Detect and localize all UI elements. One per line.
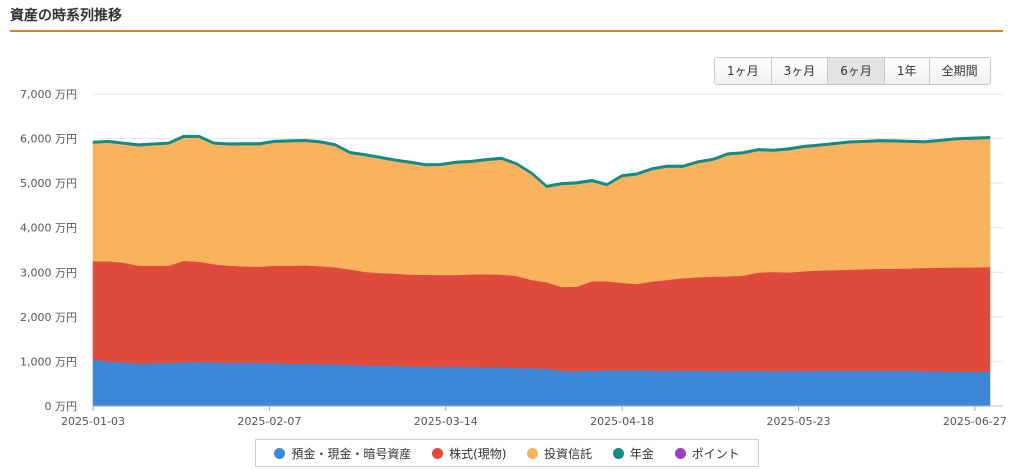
- stacked-area-chart: 0 万円 1,000 万円 2,000 万円 3,000 万円 4,000 万円 5,00…: [20, 88, 1007, 428]
- y-tick-label: 7,000 万円: [20, 88, 77, 101]
- x-tick-label: 2025-04-18: [590, 415, 654, 428]
- x-axis: 2025-01-03 2025-02-07 2025-03-14 2025-04-18…: [61, 405, 1007, 428]
- legend-dot-stocks: [432, 447, 444, 459]
- x-tick-label: 2025-05-23: [767, 415, 831, 428]
- legend-item-deposits[interactable]: 預金・現金・暗号資産: [274, 445, 411, 462]
- total-outline: [92, 134, 991, 188]
- chart-legend: 預金・現金・暗号資産 株式(現物) 投資信託 年金 ポイント: [255, 439, 759, 467]
- legend-label-deposits: 預金・現金・暗号資産: [291, 446, 412, 461]
- period-button-all[interactable]: 全期間: [928, 58, 990, 84]
- y-tick-label: 4,000 万円: [20, 222, 77, 235]
- y-axis: 0 万円 1,000 万円 2,000 万円 3,000 万円 4,000 万円 5,00…: [20, 88, 77, 413]
- period-selector: 1ヶ月 3ヶ月 6ヶ月 1年 全期間: [714, 57, 991, 85]
- chart-areas: [92, 134, 991, 407]
- legend-dot-pension: [612, 447, 624, 459]
- x-tick-label: 2025-06-27: [943, 415, 1007, 428]
- legend-item-stocks[interactable]: 株式(現物): [432, 445, 506, 462]
- period-button-6m[interactable]: 6ヶ月: [827, 58, 884, 84]
- legend-item-funds[interactable]: 投資信託: [527, 445, 592, 462]
- x-tick-label: 2025-01-03: [61, 415, 125, 428]
- legend-item-points[interactable]: ポイント: [674, 445, 740, 462]
- title-underline: [10, 30, 1003, 32]
- y-tick-label: 2,000 万円: [20, 311, 77, 324]
- legend-dot-funds: [527, 447, 539, 459]
- legend-label-points: ポイント: [691, 446, 740, 461]
- y-tick-label: 0 万円: [45, 400, 78, 413]
- x-tick-label: 2025-03-14: [414, 415, 478, 428]
- legend-label-pension: 年金: [629, 446, 654, 461]
- y-tick-label: 3,000 万円: [20, 266, 77, 279]
- area-series-2: [92, 137, 991, 288]
- y-tick-label: 6,000 万円: [20, 133, 77, 146]
- section-title: 資産の時系列推移: [10, 8, 122, 24]
- legend-dot-deposits: [274, 447, 286, 459]
- legend-label-funds: 投資信託: [544, 446, 593, 461]
- x-tick-label: 2025-02-07: [237, 415, 301, 428]
- y-tick-label: 5,000 万円: [20, 177, 77, 190]
- y-tick-label: 1,000 万円: [20, 355, 77, 368]
- legend-label-stocks: 株式(現物): [449, 446, 507, 461]
- period-button-3m[interactable]: 3ヶ月: [770, 58, 828, 84]
- period-button-1y[interactable]: 1年: [883, 58, 929, 84]
- legend-item-pension[interactable]: 年金: [612, 445, 654, 462]
- period-button-1m[interactable]: 1ヶ月: [715, 58, 771, 84]
- legend-dot-points: [674, 447, 686, 459]
